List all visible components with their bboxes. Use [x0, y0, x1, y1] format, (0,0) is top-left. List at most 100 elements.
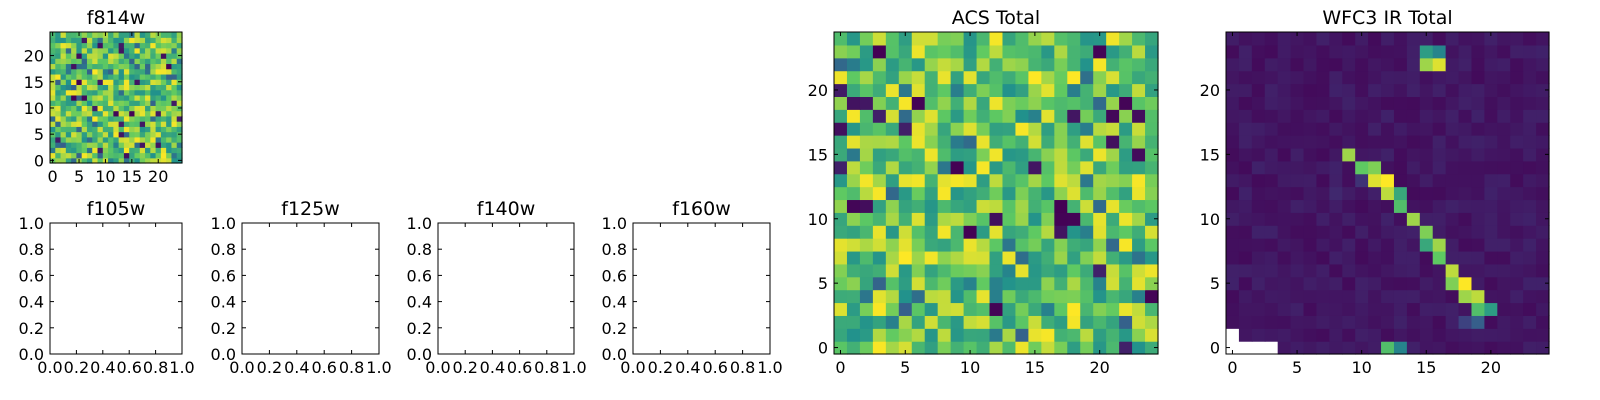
- heatmap-cell: [1015, 57, 1029, 72]
- heatmap-cell: [160, 84, 167, 91]
- heatmap-cell: [55, 142, 62, 148]
- heatmap-cell: [1445, 212, 1460, 226]
- heatmap-cell: [1041, 44, 1055, 59]
- heatmap-cell: [1355, 147, 1369, 162]
- heatmap-cell: [1080, 341, 1094, 355]
- heatmap-cell: [1277, 70, 1292, 85]
- heatmap-cell: [1238, 276, 1253, 291]
- heatmap-cell: [872, 276, 887, 291]
- heatmap-cell: [92, 73, 99, 80]
- heatmap-cell: [1458, 328, 1473, 342]
- heatmap-cell: [139, 100, 146, 106]
- heatmap-cell: [118, 152, 125, 159]
- heatmap-cell: [846, 135, 861, 149]
- heatmap-cell: [129, 47, 136, 54]
- heatmap-cell: [1015, 135, 1029, 149]
- y-tick-label: 0.8: [211, 240, 236, 259]
- heatmap-cell: [1303, 109, 1318, 123]
- heatmap-cell: [1106, 122, 1120, 136]
- heatmap-cell: [1106, 328, 1120, 342]
- heatmap-cell: [129, 58, 136, 65]
- heatmap-cell: [176, 147, 183, 154]
- heatmap-cell: [937, 173, 952, 188]
- heatmap-cell: [1355, 96, 1369, 110]
- heatmap-cell: [150, 131, 157, 138]
- heatmap-cell: [846, 173, 861, 188]
- heatmap-cell: [1041, 263, 1055, 278]
- x-tick-label: 10: [1351, 358, 1371, 377]
- y-tick-label: 0.6: [19, 266, 44, 285]
- heatmap-cell: [155, 131, 162, 138]
- heatmap-cell: [1355, 328, 1369, 342]
- heatmap-cell: [1393, 135, 1408, 149]
- heatmap-cell: [1497, 173, 1511, 188]
- heatmap-cell: [885, 328, 900, 342]
- heatmap-cell: [1432, 238, 1447, 252]
- heatmap-cell: [160, 136, 167, 143]
- heatmap-cell: [81, 47, 88, 54]
- heatmap-cell: [1238, 173, 1253, 188]
- heatmap-cell: [1523, 250, 1537, 265]
- heatmap-cell: [1106, 186, 1120, 201]
- x-tick-label: 5: [900, 358, 910, 377]
- heatmap-cell: [1497, 109, 1511, 123]
- heatmap-cell: [134, 63, 141, 70]
- heatmap-cell: [81, 100, 88, 106]
- heatmap-cell: [1355, 109, 1369, 123]
- heatmap-cell: [65, 94, 72, 101]
- heatmap-cell: [1002, 44, 1017, 59]
- heatmap-cell: [97, 52, 104, 59]
- heatmap-cell: [1277, 96, 1292, 110]
- heatmap-cell: [924, 109, 939, 123]
- heatmap-cell: [1226, 212, 1240, 226]
- heatmap-cell: [65, 147, 72, 154]
- heatmap-cell: [1119, 173, 1133, 188]
- heatmap-cell: [911, 250, 926, 265]
- heatmap-cell: [1523, 225, 1537, 239]
- heatmap-cell: [97, 121, 104, 127]
- heatmap-cell: [924, 122, 939, 136]
- heatmap-cell: [1303, 276, 1318, 291]
- heatmap-cell: [1106, 32, 1120, 46]
- heatmap-cell: [1132, 57, 1146, 72]
- heatmap-cell: [911, 70, 926, 85]
- heatmap-cell: [1106, 212, 1120, 226]
- heatmap-cell: [911, 160, 926, 175]
- heatmap-cell: [976, 289, 991, 304]
- heatmap-cell: [885, 57, 900, 72]
- heatmap-cell: [1145, 250, 1159, 265]
- heatmap-cell: [1497, 276, 1511, 291]
- heatmap-cell: [1393, 70, 1408, 85]
- heatmap-cell: [1393, 225, 1408, 239]
- heatmap-cell: [1432, 135, 1447, 149]
- heatmap-cell: [1238, 315, 1253, 329]
- heatmap-cell: [937, 135, 952, 149]
- heatmap-cell: [1132, 341, 1146, 355]
- y-tick-label: 0.0: [602, 345, 627, 364]
- heatmap-cell: [171, 89, 178, 96]
- heatmap-cell: [1251, 83, 1266, 97]
- heatmap-cell: [102, 84, 109, 91]
- heatmap-cell: [1080, 186, 1094, 201]
- heatmap-cell: [1132, 302, 1146, 316]
- axes-f140w: 0.0 0.2 0.4 0.6 0.8 1.00.00.20.40.60.81.0f140…: [407, 198, 587, 377]
- heatmap-cell: [1067, 32, 1081, 46]
- y-tick-label: 1.0: [211, 214, 236, 233]
- heatmap-cell: [123, 131, 130, 138]
- heatmap-cell: [123, 121, 130, 127]
- heatmap-cell: [1106, 315, 1120, 329]
- heatmap-cell: [1316, 160, 1330, 175]
- heatmap-cell: [118, 115, 125, 122]
- heatmap-cell: [1342, 83, 1356, 97]
- heatmap-cell: [155, 152, 162, 159]
- heatmap-cell: [1226, 32, 1240, 46]
- heatmap-cell: [1523, 199, 1537, 213]
- heatmap-cell: [86, 89, 93, 96]
- heatmap-cell: [872, 250, 887, 265]
- heatmap-cell: [1406, 263, 1421, 278]
- heatmap-cell: [1471, 173, 1485, 188]
- heatmap-cell: [97, 63, 104, 70]
- heatmap-cell: [885, 96, 900, 110]
- heatmap-cell: [76, 110, 83, 117]
